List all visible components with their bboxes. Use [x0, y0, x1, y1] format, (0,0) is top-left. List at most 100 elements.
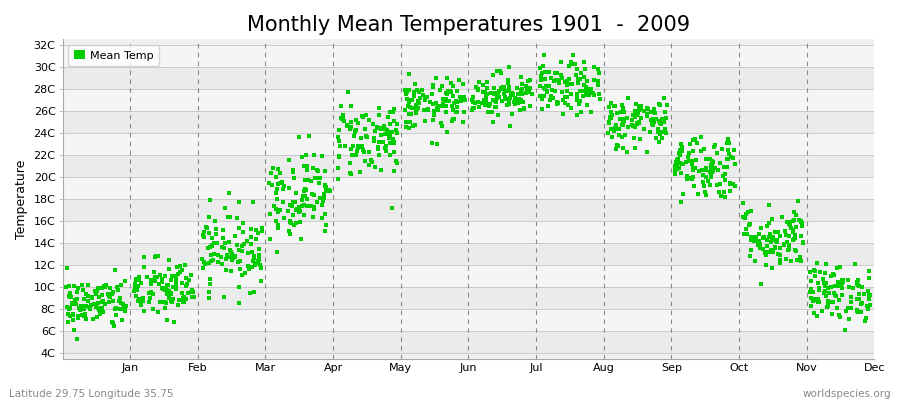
Point — [146, 305, 160, 312]
Point — [318, 228, 332, 234]
Point — [850, 308, 864, 314]
Point — [702, 169, 716, 175]
Point — [834, 277, 849, 283]
Point — [381, 114, 395, 120]
Point — [332, 154, 347, 160]
Point — [723, 181, 737, 187]
Point — [540, 87, 554, 94]
Point — [363, 117, 377, 123]
Point — [653, 121, 668, 128]
Point — [116, 300, 130, 307]
Point — [629, 112, 643, 118]
Point — [611, 143, 625, 149]
Point — [764, 239, 778, 246]
Point — [485, 72, 500, 78]
Point — [593, 95, 608, 102]
Point — [438, 90, 453, 96]
Point — [141, 290, 156, 296]
Point — [206, 251, 220, 257]
Point — [577, 88, 591, 94]
Point — [833, 314, 848, 321]
Point — [502, 64, 517, 70]
Point — [201, 245, 215, 251]
Point — [686, 165, 700, 172]
Point — [674, 170, 688, 176]
Point — [97, 301, 112, 308]
Point — [202, 280, 217, 287]
Point — [504, 90, 518, 97]
Point — [610, 141, 625, 148]
Point — [788, 231, 803, 238]
Point — [381, 129, 395, 136]
Point — [200, 225, 214, 231]
Point — [242, 265, 256, 272]
Point — [743, 247, 758, 254]
Point — [708, 142, 723, 148]
Point — [634, 115, 648, 121]
Point — [331, 152, 346, 159]
Point — [479, 94, 493, 100]
Point — [281, 208, 295, 214]
Point — [255, 224, 269, 231]
Point — [832, 281, 847, 288]
Point — [724, 154, 739, 160]
Point — [162, 257, 176, 264]
Point — [246, 198, 260, 205]
Point — [439, 103, 454, 109]
Point — [77, 313, 92, 320]
Point — [590, 82, 605, 88]
Point — [603, 115, 617, 122]
Point — [113, 305, 128, 312]
Point — [271, 225, 285, 231]
Point — [674, 148, 688, 154]
Point — [427, 101, 441, 108]
Point — [114, 300, 129, 306]
Point — [294, 236, 309, 242]
Bar — [62, 199, 874, 221]
Point — [173, 262, 187, 269]
Point — [166, 319, 181, 325]
Point — [516, 98, 530, 105]
Point — [777, 241, 791, 247]
Legend: Mean Temp: Mean Temp — [68, 45, 159, 66]
Point — [736, 200, 751, 206]
Point — [498, 88, 512, 94]
Point — [502, 86, 517, 92]
Point — [832, 264, 847, 270]
Point — [432, 87, 446, 93]
Point — [806, 310, 821, 316]
Point — [286, 169, 301, 175]
Point — [282, 185, 296, 191]
Point — [536, 93, 551, 100]
Point — [858, 318, 872, 324]
Point — [334, 103, 348, 110]
Point — [762, 220, 777, 226]
Point — [155, 276, 169, 282]
Point — [308, 174, 322, 181]
Point — [178, 283, 193, 289]
Point — [268, 174, 283, 180]
Point — [304, 202, 319, 209]
Point — [671, 150, 686, 156]
Point — [241, 250, 256, 256]
Point — [104, 291, 119, 297]
Point — [287, 198, 302, 205]
Point — [60, 319, 75, 326]
Point — [519, 85, 534, 92]
Point — [850, 296, 864, 302]
Point — [766, 233, 780, 240]
Point — [475, 82, 490, 88]
Point — [489, 99, 503, 106]
Point — [591, 69, 606, 76]
Point — [484, 109, 499, 116]
Point — [557, 79, 572, 86]
Point — [756, 234, 770, 241]
Point — [199, 224, 213, 230]
Point — [296, 162, 310, 169]
Point — [297, 202, 311, 208]
Point — [387, 140, 401, 146]
Point — [355, 143, 369, 150]
Point — [652, 100, 666, 107]
Point — [115, 317, 130, 323]
Point — [489, 103, 503, 110]
